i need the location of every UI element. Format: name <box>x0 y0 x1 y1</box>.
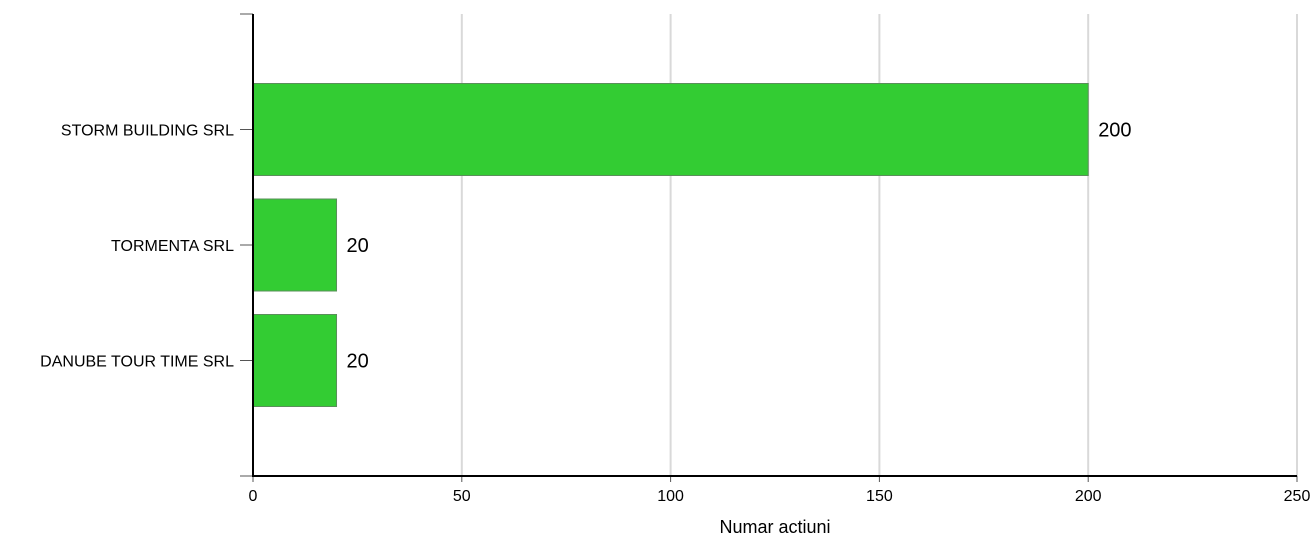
y-tick-label: TORMENTA SRL <box>111 238 234 255</box>
x-tick-label: 0 <box>249 488 258 505</box>
bar[interactable] <box>252 198 338 292</box>
x-tick-label: 200 <box>1075 488 1102 505</box>
data-label: 20 <box>347 235 369 257</box>
data-label: 20 <box>347 351 369 373</box>
y-tick-label: DANUBE TOUR TIME SRL <box>40 354 234 371</box>
data-label: 200 <box>1098 120 1131 142</box>
x-axis-title: Numar actiuni <box>719 517 830 537</box>
x-tick-label: 150 <box>866 488 893 505</box>
axes <box>240 13 1298 482</box>
x-tick-label: 50 <box>453 488 471 505</box>
y-tick-label: STORM BUILDING SRL <box>61 123 234 140</box>
labels: 0 50 100 150 200 250 200 STORM BUILDING SRL 20 TO… <box>40 120 1310 506</box>
x-tick-label: 100 <box>657 488 684 505</box>
x-tick-label: 250 <box>1284 488 1311 505</box>
bar[interactable] <box>252 83 1089 176</box>
bar[interactable] <box>252 314 338 407</box>
